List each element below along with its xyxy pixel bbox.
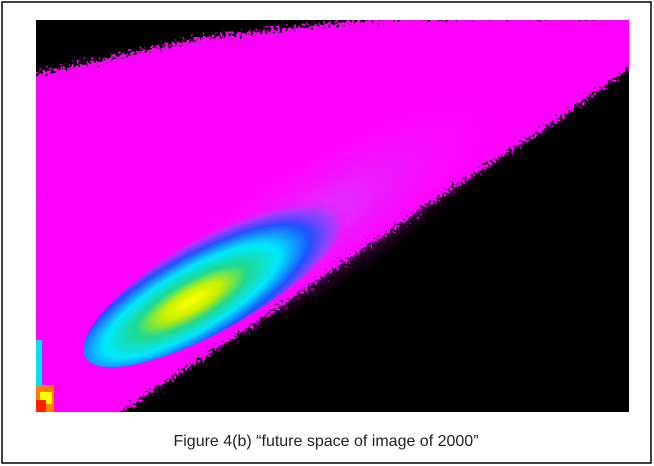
figure: Figure 4(b) “future space of image of 20… bbox=[0, 0, 654, 466]
corner-hotspot bbox=[36, 400, 46, 412]
density-image bbox=[30, 15, 640, 427]
figure-caption: Figure 4(b) “future space of image of 20… bbox=[173, 433, 478, 450]
